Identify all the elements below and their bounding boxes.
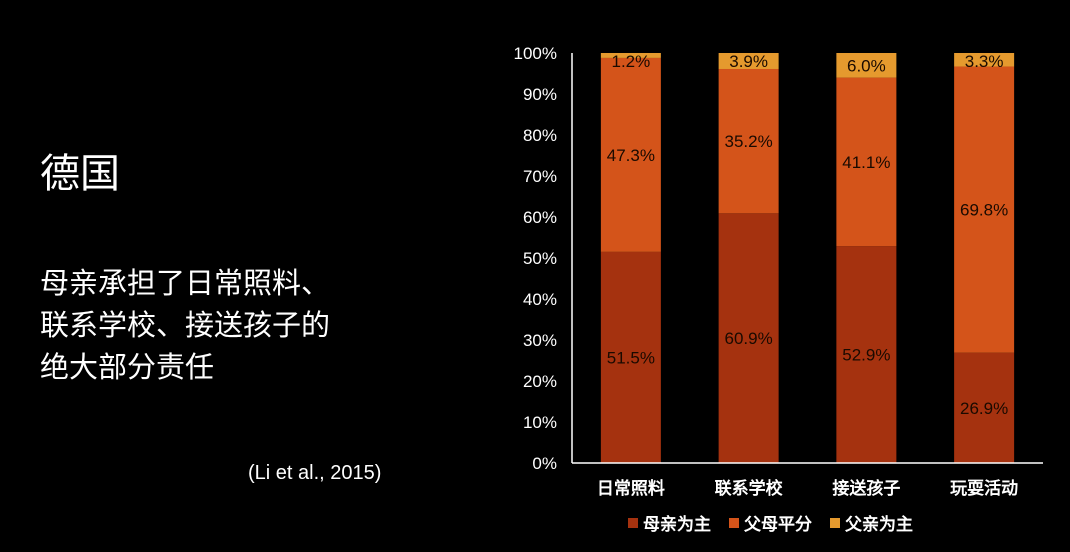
bar-segment bbox=[718, 213, 779, 463]
data-label: 47.3% bbox=[607, 146, 655, 165]
bar-segment bbox=[718, 53, 779, 69]
data-label: 60.9% bbox=[725, 329, 773, 348]
bar-segment bbox=[954, 66, 1015, 353]
chart-legend: 母亲为主 父母平分 父亲为主 bbox=[628, 510, 913, 535]
data-label: 52.9% bbox=[842, 346, 890, 365]
body-line-1: 母亲承担了日常照料、 bbox=[40, 266, 331, 300]
x-tick-label: 接送孩子 bbox=[832, 478, 900, 499]
y-tick-label: 30% bbox=[523, 331, 557, 350]
bar-segment bbox=[718, 68, 779, 214]
data-label: 35.2% bbox=[725, 132, 773, 151]
body-line-3: 绝大部分责任 bbox=[40, 350, 215, 384]
y-tick-label: 100% bbox=[514, 44, 557, 63]
y-tick-label: 50% bbox=[523, 249, 557, 268]
y-tick-label: 0% bbox=[532, 454, 557, 473]
legend-item-father: 父亲为主 bbox=[830, 510, 913, 535]
data-label: 6.0% bbox=[847, 56, 886, 75]
legend-label-father: 父亲为主 bbox=[845, 515, 913, 535]
legend-swatch-father bbox=[830, 517, 840, 528]
data-label: 3.9% bbox=[729, 52, 768, 71]
bar-segment bbox=[954, 352, 1015, 463]
data-label: 3.3% bbox=[965, 52, 1004, 71]
x-tick-label: 联系学校 bbox=[715, 478, 784, 499]
data-label: 26.9% bbox=[960, 399, 1008, 418]
x-tick-label: 日常照料 bbox=[597, 478, 665, 499]
stacked-bar-chart: 0% 10% 20% 30% 40% 50% 60% 70% 80% 90% 100% 51.5% 47… bbox=[514, 44, 1043, 499]
legend-swatch-both bbox=[729, 517, 739, 528]
bar-segment bbox=[600, 57, 661, 252]
bar-segment bbox=[954, 53, 1015, 67]
legend-item-both: 父母平分 bbox=[729, 510, 812, 535]
legend-swatch-mother bbox=[628, 517, 638, 528]
data-label: 51.5% bbox=[607, 348, 655, 367]
legend-label-both: 父母平分 bbox=[744, 515, 812, 535]
data-label: 69.8% bbox=[960, 201, 1008, 220]
bar-segment bbox=[836, 53, 897, 78]
legend-label-mother: 母亲为主 bbox=[643, 515, 711, 535]
y-tick-label: 20% bbox=[523, 372, 557, 391]
slide-title: 德国 bbox=[40, 151, 120, 197]
y-tick-label: 80% bbox=[523, 126, 557, 145]
bar-segment bbox=[600, 53, 661, 58]
bar-segment bbox=[836, 77, 897, 247]
data-label: 1.2% bbox=[612, 52, 651, 71]
y-tick-label: 70% bbox=[523, 167, 557, 186]
bar-segment bbox=[600, 251, 661, 463]
y-tick-label: 40% bbox=[523, 290, 557, 309]
legend-item-mother: 母亲为主 bbox=[628, 510, 711, 535]
bar-segment bbox=[836, 246, 897, 463]
data-label: 41.1% bbox=[842, 153, 890, 172]
citation: (Li et al., 2015) bbox=[248, 462, 382, 484]
y-tick-label: 90% bbox=[523, 85, 557, 104]
y-tick-label: 60% bbox=[523, 208, 557, 227]
slide-body: 母亲承担了日常照料、 联系学校、接送孩子的 绝大部分责任 bbox=[40, 262, 460, 388]
body-line-2: 联系学校、接送孩子的 bbox=[40, 308, 331, 342]
y-tick-label: 10% bbox=[523, 413, 557, 432]
x-tick-label: 玩耍活动 bbox=[950, 478, 1018, 499]
